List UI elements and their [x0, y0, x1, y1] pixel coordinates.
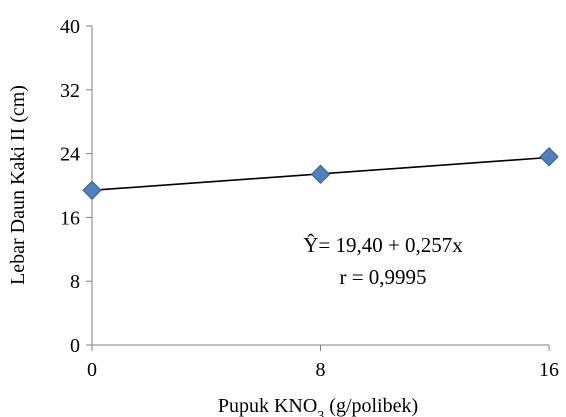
- x-axis-ticks: 0 8 16: [87, 345, 559, 381]
- y-tick-label: 0: [70, 335, 80, 357]
- x-tick-label: 16: [539, 359, 559, 381]
- y-tick-label: 24: [60, 144, 80, 166]
- correlation-annotation: r = 0,9995: [339, 265, 426, 289]
- x-tick-label: 8: [316, 359, 326, 381]
- y-tick-label: 8: [70, 271, 80, 293]
- x-axis-title-main: Pupuk KNO: [218, 395, 317, 417]
- x-axis-title-tail: (g/polibek): [324, 395, 418, 417]
- data-point-marker: [82, 180, 102, 200]
- data-point-marker: [310, 164, 331, 185]
- equation-annotation: Ŷ= 19,40 + 0,257x: [303, 233, 463, 257]
- x-axis-title-subscript: 3: [317, 409, 324, 417]
- y-tick-label: 16: [60, 207, 80, 229]
- data-points: [82, 147, 559, 200]
- x-axis-title: Pupuk KNO3 (g/polibek): [218, 395, 418, 417]
- y-axis-title: Lebar Daun Kaki II (cm): [7, 85, 29, 285]
- x-tick-label: 0: [87, 359, 97, 381]
- y-axis-ticks: 0 8 16 24 32 40: [60, 16, 92, 357]
- data-point-marker: [539, 147, 559, 167]
- y-tick-label: 40: [60, 16, 80, 38]
- y-tick-label: 32: [60, 80, 80, 102]
